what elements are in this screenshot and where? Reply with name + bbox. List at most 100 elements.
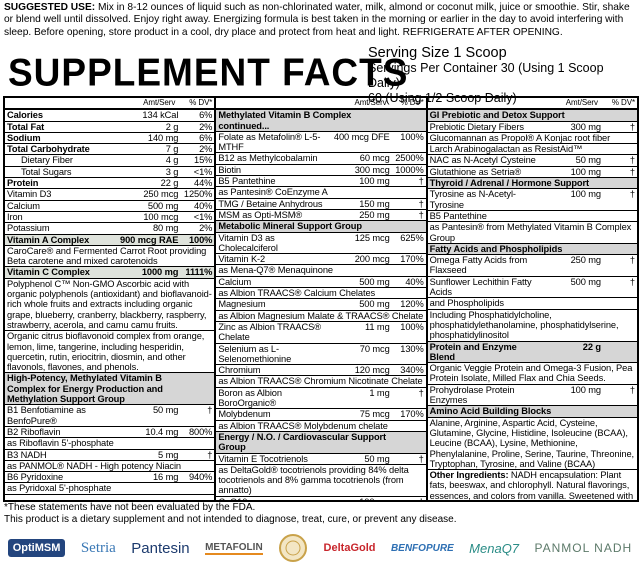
daily-value: † — [629, 384, 635, 395]
daily-value — [605, 110, 635, 120]
nutrient-row: Vitamin D3 250 mcg 1250% — [5, 189, 215, 201]
daily-value — [605, 342, 635, 363]
amount: 140 mg — [147, 132, 179, 143]
nutrient-row: Vitamin C Complex 1000 mg 1111% — [5, 267, 215, 279]
amount: 250 mg — [359, 209, 390, 220]
nutrient-row: Omega Fatty Acids from Flaxseed 250 mg † — [427, 255, 637, 277]
daily-value: 120% — [400, 299, 424, 310]
nutrient-row: Selenium as L-Selenomethionine 70 mcg 130% — [216, 343, 426, 366]
daily-value: † — [629, 121, 635, 132]
daily-value: † — [394, 497, 424, 500]
nutrient-row: TMG / Betaine Anhydrous 150 mg † — [216, 198, 426, 210]
amount: 2 g — [165, 121, 179, 132]
amount: 4 g — [165, 155, 179, 166]
nutrient-row: Total Sugars 3 g <1% — [5, 166, 215, 179]
nutrient-name: Prohydrolase Protein Enzymes — [429, 384, 515, 406]
daily-value: † — [629, 166, 635, 177]
nutrient-name: NAC as N-Acetyl Cysteine — [429, 155, 536, 166]
daily-value: † — [207, 449, 213, 460]
nutrient-name: Molybdenum — [218, 409, 271, 420]
daily-value: 100% — [400, 321, 424, 332]
amount: 150 mg — [359, 198, 390, 209]
column-header-label: Amt/Serv — [354, 98, 387, 107]
description: B5 Pantethine — [427, 211, 637, 223]
nutrient-row: Total Carbohydrate 7 g 2% — [5, 144, 215, 156]
daily-value: 44% — [194, 178, 213, 189]
brand-logo: DeltaGold — [323, 542, 376, 554]
nutrient-row: Prebiotic Dietary Fibers 300 mg † — [427, 121, 637, 133]
description: and Phospholipids — [427, 298, 637, 310]
daily-value — [605, 178, 635, 188]
nutrient-name: Protein — [7, 178, 39, 189]
other-ingredients: Other Ingredients: NADH encapsulation: P… — [428, 470, 637, 500]
description: Alanine, Arginine, Aspartic Acid, Cystei… — [427, 418, 637, 471]
daily-value: 2500% — [395, 153, 424, 164]
daily-value: † — [418, 209, 424, 220]
description: as Riboflavin 5'-phosphate — [5, 438, 215, 450]
nutrient-name: Calcium — [218, 276, 252, 287]
daily-value: 1250% — [183, 189, 213, 200]
nutrient-name: Sunflower Lechithin Fatty Acids — [429, 276, 532, 298]
nutrient-row: Metabolic Mineral Support Group — [216, 221, 426, 233]
nutrient-row: B1 Benfotiamine as BenfoPure® 50 mg † — [5, 405, 215, 427]
nutrient-name: B2 Riboflavin — [7, 426, 61, 437]
suggested-use-text: Mix in 8-12 ounces of liquid such as non… — [4, 2, 630, 38]
nutrient-name: TMG / Betaine Anhydrous — [218, 198, 323, 209]
nutrient-row: Zinc as Albion TRAACS® Chelate 11 mg 100% — [216, 321, 426, 344]
nutrient-name: Glutathione as Setria® — [429, 166, 522, 177]
servings-alt: 60 (Using 1/2 Scoop Daily) — [368, 91, 517, 105]
daily-value: 2% — [199, 144, 213, 155]
nutrient-name: Vitamin C Complex — [7, 267, 90, 278]
column-header-label: % DV* — [611, 98, 635, 107]
nutrient-row: Potassium 80 mg 2% — [5, 223, 215, 235]
nutrient-name: Thyroid / Adrenal / Hormone Support — [429, 178, 590, 189]
daily-value: † — [207, 405, 213, 416]
logo-strip: OptiMSM Setria Pantesin METAFOLIN DeltaGold B… — [0, 530, 640, 566]
daily-value: † — [629, 255, 635, 266]
amount: 200 mcg — [354, 254, 390, 265]
amount: 10.4 mg — [145, 426, 179, 437]
nutrient-row: B6 Pyridoxine 16 mg 940% — [5, 472, 215, 484]
daily-value: 130% — [400, 343, 424, 354]
suggested-use-label: SUGGESTED USE: — [4, 2, 96, 13]
nutrient-row: MSM as Opti-MSM® 250 mg † — [216, 209, 426, 222]
nutrient-name: Boron as Albion BoroOrganic® — [218, 387, 282, 409]
nutrient-row: Vitamin A Complex 900 mcg RAE 100% — [5, 234, 215, 246]
amount: 900 mcg RAE — [120, 234, 179, 245]
daily-value — [394, 110, 424, 131]
nutrient-row: High-Potency, Methylated Vitamin B Compl… — [5, 373, 215, 406]
column: Amt/Serv % DV* Methylated Vitamin B Comple… — [216, 98, 428, 500]
nutrient-row: B2 Riboflavin 10.4 mg 800% — [5, 426, 215, 439]
amount: 22 g — [582, 341, 601, 352]
brand-logo: BENFOPURE — [390, 542, 454, 554]
amount: 125 mcg — [354, 232, 390, 243]
nutrient-row: Thyroid / Adrenal / Hormone Support — [427, 178, 637, 190]
daily-value — [394, 221, 424, 231]
daily-value: 1000% — [395, 164, 424, 175]
nutrient-name: Omega Fatty Acids from Flaxseed — [429, 255, 528, 276]
nutrient-name: Energy / N.O. / Cardiovascular Support G… — [218, 431, 387, 453]
daily-value: † — [418, 176, 424, 187]
serving-size: Serving Size 1 Scoop — [368, 45, 507, 61]
other-ingredients-text: NADH encapsulation: Plant fats, beeswax,… — [429, 470, 634, 500]
amount: 50 mg — [152, 405, 179, 416]
nutrient-name: Total Carbohydrate — [7, 144, 90, 155]
amount: 100 mg — [570, 166, 602, 177]
nutrient-name: Fatty Acids and Phospholipids — [429, 243, 563, 254]
amount: 16 mg — [152, 472, 179, 483]
daily-value: 2% — [199, 121, 213, 132]
daily-value — [182, 373, 212, 404]
description: as Mena-Q7® Menaquinone — [216, 265, 426, 277]
nutrient-row: B12 as Methylcobalamin 60 mcg 2500% — [216, 153, 426, 165]
column: Amt/Serv% DV* Calories 134 kCal 6% Total Fat… — [5, 98, 217, 500]
amount: 1000 mg — [141, 267, 179, 278]
nutrient-row: NAC as N-Acetyl Cysteine 50 mg † — [427, 155, 637, 167]
nutrient-name: Selenium as L-Selenomethionine — [218, 343, 292, 364]
column: Amt/Serv % DV* GI Prebiotic and Detox Supp… — [427, 98, 637, 500]
amount: 3 g — [165, 166, 179, 177]
daily-value — [605, 406, 635, 416]
nutrient-row: Dietary Fiber 4 g 15% — [5, 155, 215, 167]
nutrient-name: Vitamin D3 — [7, 189, 52, 200]
nutrient-name: Folate as Metafolin® L-5-MTHF — [218, 131, 321, 153]
description: as Pantesin® from Methylated Vitamin B C… — [427, 222, 637, 244]
